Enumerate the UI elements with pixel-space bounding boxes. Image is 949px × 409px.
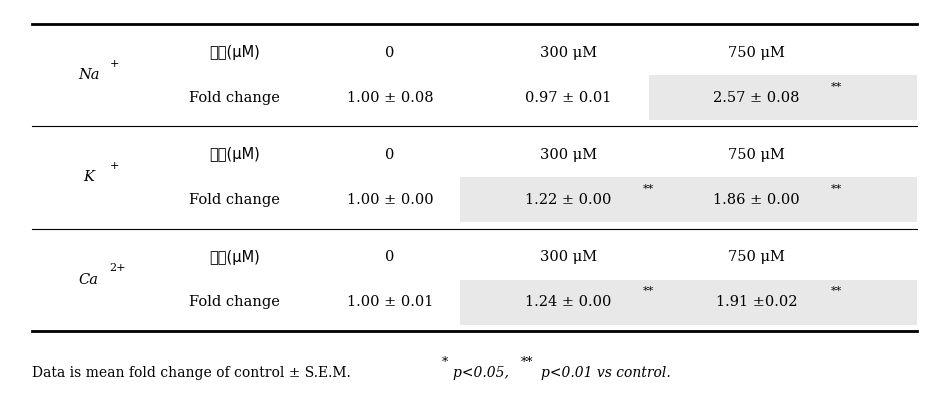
Text: **: ** bbox=[831, 184, 843, 194]
Text: +: + bbox=[109, 161, 119, 171]
Text: 300 μM: 300 μM bbox=[540, 250, 597, 264]
FancyBboxPatch shape bbox=[648, 75, 917, 120]
Text: 1.91 ±0.02: 1.91 ±0.02 bbox=[716, 295, 797, 309]
Text: Ca: Ca bbox=[79, 273, 99, 287]
Text: 300 μM: 300 μM bbox=[540, 148, 597, 162]
Text: 750 μM: 750 μM bbox=[728, 46, 785, 60]
Text: 0: 0 bbox=[385, 250, 395, 264]
Text: 0: 0 bbox=[385, 46, 395, 60]
Text: 0.97 ± 0.01: 0.97 ± 0.01 bbox=[526, 91, 612, 105]
Text: 2.57 ± 0.08: 2.57 ± 0.08 bbox=[714, 91, 800, 105]
Text: 0: 0 bbox=[385, 148, 395, 162]
FancyBboxPatch shape bbox=[648, 280, 917, 325]
Text: p<0.05,: p<0.05, bbox=[453, 366, 517, 380]
Text: **: ** bbox=[642, 286, 654, 296]
Text: **: ** bbox=[521, 356, 533, 369]
Text: **: ** bbox=[642, 184, 654, 194]
Text: 1.24 ± 0.00: 1.24 ± 0.00 bbox=[526, 295, 612, 309]
Text: +: + bbox=[109, 59, 119, 69]
Text: Fold change: Fold change bbox=[189, 295, 280, 309]
Text: Fold change: Fold change bbox=[189, 193, 280, 207]
Text: 농도(μM): 농도(μM) bbox=[210, 45, 260, 60]
Text: *: * bbox=[441, 356, 448, 369]
Text: 300 μM: 300 μM bbox=[540, 46, 597, 60]
Text: **: ** bbox=[831, 81, 843, 92]
FancyBboxPatch shape bbox=[460, 280, 648, 325]
Text: 1.00 ± 0.00: 1.00 ± 0.00 bbox=[346, 193, 433, 207]
Text: 1.86 ± 0.00: 1.86 ± 0.00 bbox=[714, 193, 800, 207]
Text: Data is mean fold change of control ± S.E.M.: Data is mean fold change of control ± S.… bbox=[32, 366, 360, 380]
Text: 1.22 ± 0.00: 1.22 ± 0.00 bbox=[526, 193, 612, 207]
Text: 750 μM: 750 μM bbox=[728, 250, 785, 264]
Text: Fold change: Fold change bbox=[189, 91, 280, 105]
Text: p<0.01 vs control.: p<0.01 vs control. bbox=[541, 366, 671, 380]
Text: 농도(μM): 농도(μM) bbox=[210, 249, 260, 265]
Text: 1.00 ± 0.01: 1.00 ± 0.01 bbox=[346, 295, 433, 309]
Text: 2+: 2+ bbox=[109, 263, 126, 273]
Text: 1.00 ± 0.08: 1.00 ± 0.08 bbox=[346, 91, 433, 105]
Text: Na: Na bbox=[78, 68, 100, 82]
Text: **: ** bbox=[831, 286, 843, 296]
Text: K: K bbox=[84, 171, 94, 184]
Text: 750 μM: 750 μM bbox=[728, 148, 785, 162]
Text: 농도(μM): 농도(μM) bbox=[210, 148, 260, 162]
FancyBboxPatch shape bbox=[460, 178, 648, 222]
FancyBboxPatch shape bbox=[648, 178, 917, 222]
